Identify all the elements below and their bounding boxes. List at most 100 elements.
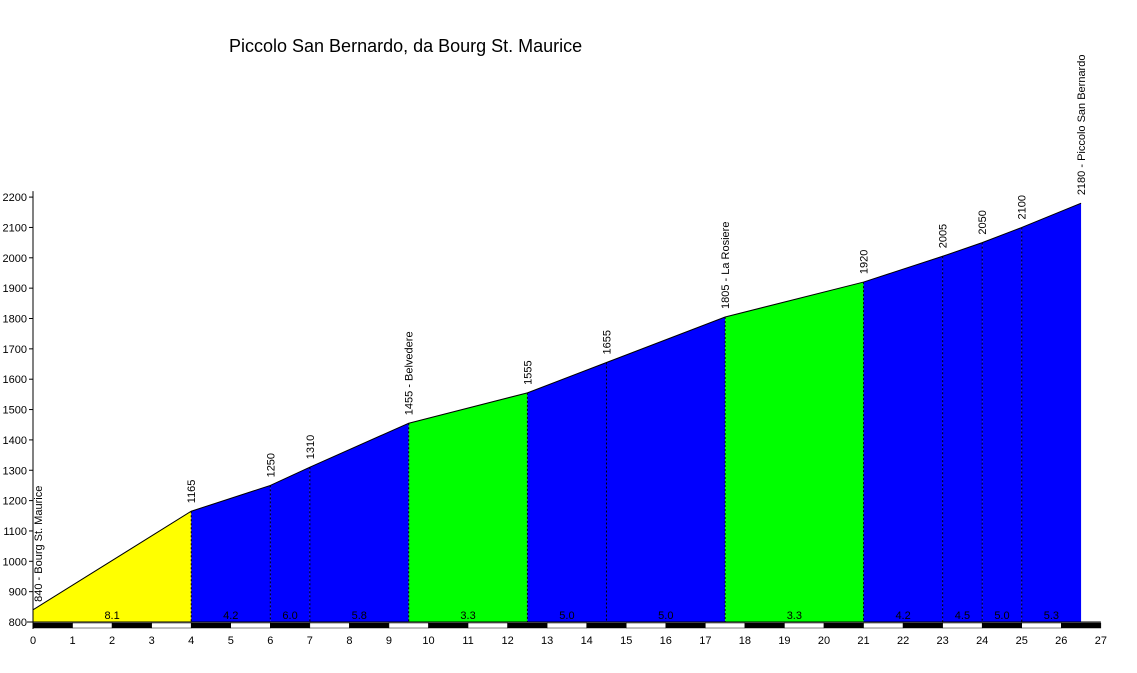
x-tick-label-23: 23 <box>937 635 949 647</box>
x-tick-label-24: 24 <box>976 635 988 647</box>
x-tick-label-17: 17 <box>699 635 711 647</box>
point-label-10: 2050 <box>977 210 989 234</box>
x-tick-label-11: 11 <box>462 635 473 647</box>
y-tick-label-10: 1800 <box>3 314 27 326</box>
x-tick-label-0: 0 <box>30 635 36 647</box>
km-bar-cell-4 <box>190 622 231 629</box>
gradient-label-11: 5.3 <box>1044 610 1059 622</box>
km-bar-cell-20 <box>823 622 864 629</box>
y-tick-label-6: 1400 <box>3 435 27 447</box>
x-tick-label-1: 1 <box>69 635 75 647</box>
y-tick-label-13: 2100 <box>3 222 27 234</box>
x-tick-label-15: 15 <box>620 635 632 647</box>
gradient-label-2: 6.0 <box>282 610 297 622</box>
x-tick-label-5: 5 <box>228 635 234 647</box>
y-tick-label-5: 1300 <box>3 465 27 477</box>
y-tick-label-4: 1200 <box>3 496 27 508</box>
gradient-label-4: 3.3 <box>460 610 475 622</box>
km-bar-cell-7 <box>309 622 350 629</box>
km-bar-cell-1 <box>72 622 113 629</box>
gradient-label-3: 5.8 <box>352 610 367 622</box>
gradient-label-1: 4.2 <box>223 610 238 622</box>
y-tick-label-11: 1900 <box>3 283 27 295</box>
y-tick-label-8: 1600 <box>3 374 27 386</box>
km-bar-cell-21 <box>863 622 904 629</box>
km-bar-cell-3 <box>151 622 192 629</box>
point-label-9: 2005 <box>938 224 950 248</box>
point-label-4: 1455 - Belvedere <box>404 331 416 415</box>
km-bar-cell-22 <box>902 622 943 629</box>
axes <box>27 191 1101 629</box>
segment-dividers <box>190 227 1023 622</box>
gradient-label-0: 8.1 <box>104 610 119 622</box>
km-bar-cell-26 <box>1061 622 1102 629</box>
km-bar-cell-24 <box>981 622 1023 629</box>
gradient-label-7: 3.3 <box>787 610 802 622</box>
x-tick-label-3: 3 <box>149 635 155 647</box>
point-label-7: 1805 - La Rosiere <box>720 222 732 309</box>
axis-tick-labels: 8009001000110012001300140015001600170018… <box>3 192 1107 647</box>
x-tick-label-21: 21 <box>857 635 869 647</box>
profile-segment-2 <box>270 467 310 622</box>
km-bar-cell-23 <box>942 622 983 629</box>
profile-segment-5 <box>527 362 607 622</box>
point-label-12: 2180 - Piccolo San Bernardo <box>1076 55 1088 196</box>
km-bar-cell-0 <box>32 622 73 629</box>
y-tick-label-14: 2200 <box>3 192 27 204</box>
x-tick-label-7: 7 <box>307 635 313 647</box>
point-label-11: 2100 <box>1017 195 1029 219</box>
km-bar-cell-5 <box>230 622 271 629</box>
gradient-label-10: 5.0 <box>994 610 1009 622</box>
x-tick-label-12: 12 <box>501 635 513 647</box>
x-tick-label-27: 27 <box>1095 635 1107 647</box>
gradient-label-9: 4.5 <box>955 610 970 622</box>
point-label-8: 1920 <box>859 250 871 274</box>
km-bar-cell-19 <box>784 622 825 629</box>
km-bar-cell-6 <box>270 622 311 629</box>
point-label-1: 1165 <box>186 480 198 504</box>
profile-segment-10 <box>982 227 1022 622</box>
x-tick-label-22: 22 <box>897 635 909 647</box>
point-labels: 840 - Bourg St. Maurice 1165 1250 1310 1455 … <box>33 55 1088 602</box>
chart-title: Piccolo San Bernardo, da Bourg St. Mauri… <box>229 36 582 56</box>
km-bar-cell-17 <box>705 622 746 629</box>
profile-segment-1 <box>191 485 271 622</box>
point-label-2: 1250 <box>265 453 277 477</box>
x-tick-label-19: 19 <box>778 635 790 647</box>
profile-segment-4 <box>408 392 528 622</box>
y-tick-label-0: 800 <box>9 617 27 629</box>
km-bar-cell-18 <box>744 622 785 629</box>
y-tick-label-7: 1500 <box>3 405 27 417</box>
x-tick-label-25: 25 <box>1016 635 1028 647</box>
y-tick-label-1: 900 <box>9 587 27 599</box>
point-label-6: 1655 <box>601 330 613 354</box>
profile-segment-7 <box>725 282 864 622</box>
km-bar-cell-13 <box>546 622 587 629</box>
gradient-label-5: 5.0 <box>559 610 574 622</box>
x-tick-label-20: 20 <box>818 635 830 647</box>
x-tick-label-2: 2 <box>109 635 115 647</box>
profile-segment-11 <box>1021 203 1082 623</box>
x-tick-label-14: 14 <box>581 635 593 647</box>
km-bar-cell-16 <box>665 622 706 629</box>
x-tick-label-13: 13 <box>541 635 553 647</box>
x-tick-label-10: 10 <box>422 635 434 647</box>
km-bar-cell-14 <box>586 622 627 629</box>
gradient-label-6: 5.0 <box>658 610 673 622</box>
x-tick-label-9: 9 <box>386 635 392 647</box>
x-tick-label-16: 16 <box>660 635 672 647</box>
km-bar-cell-12 <box>507 622 548 629</box>
km-bar-cell-2 <box>111 622 152 629</box>
y-tick-label-9: 1700 <box>3 344 27 356</box>
profile-segment-6 <box>606 316 726 622</box>
y-tick-label-12: 2000 <box>3 253 27 265</box>
profile-segment-3 <box>309 423 409 622</box>
profile-segment-0 <box>33 511 192 622</box>
point-label-3: 1310 <box>305 435 317 459</box>
profile-segment-8 <box>863 256 943 622</box>
profile-segment-9 <box>942 242 983 622</box>
km-bar-cell-25 <box>1021 622 1062 629</box>
point-label-0: 840 - Bourg St. Maurice <box>33 486 45 602</box>
km-bar-cell-9 <box>388 622 429 629</box>
